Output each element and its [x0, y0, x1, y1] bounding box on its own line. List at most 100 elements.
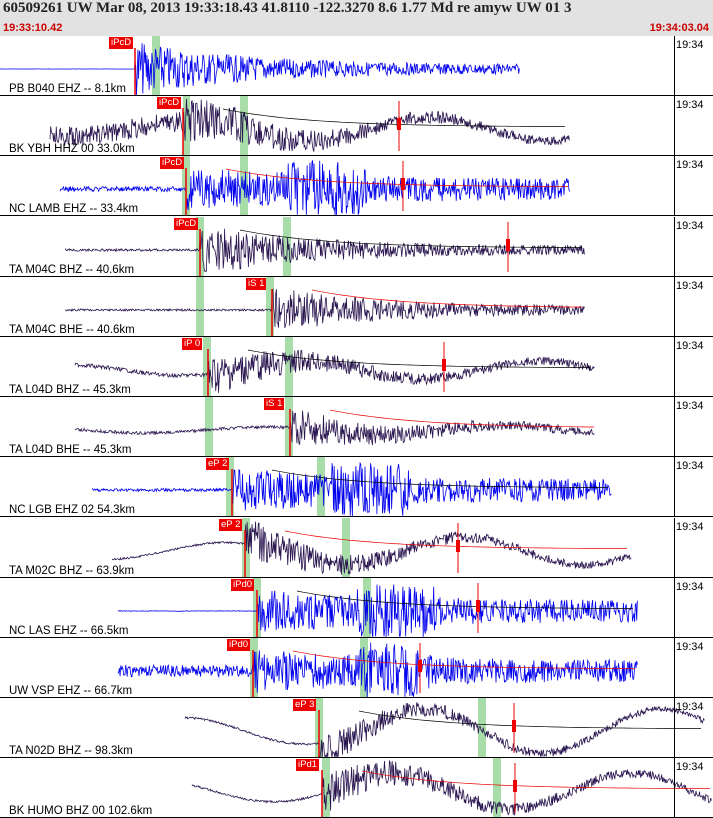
seismogram-panel: eP 2 19:34 NC LGB EHZ 02 54.3km [0, 457, 713, 518]
pick-label[interactable]: iPd0 [227, 639, 251, 651]
waveform-canvas [59, 156, 570, 216]
waveform-trace [91, 462, 612, 517]
minute-tick [674, 337, 675, 396]
coda-marker [512, 720, 516, 733]
seismogram-panels: iPcD 19:34 PB B040 EHZ -- 8.1km iPcD 19:34 BK… [0, 36, 713, 818]
waveform-canvas [0, 36, 520, 95]
station-label: BK HUMO BHZ 00 102.6km [9, 805, 153, 818]
waveform-canvas [191, 758, 712, 818]
pick-label[interactable]: iPd0 [231, 578, 255, 591]
waveform-trace [64, 228, 585, 272]
seismogram-panel: iP 0 19:34 TA L04D BHZ -- 45.3km [0, 337, 713, 397]
analysis-window [285, 397, 293, 457]
end-time: 19:34:03.04 [649, 22, 709, 34]
pick-label[interactable]: iPcD [160, 157, 185, 170]
seismogram-panel: iPcD 19:34 TA M04C BHZ -- 40.6km [0, 216, 713, 277]
waveform-trace [117, 584, 638, 637]
station-label: TA M02C BHZ -- 63.9km [9, 564, 135, 577]
station-label: TA L04D BHZ -- 45.3km [9, 384, 131, 396]
pick-label[interactable]: iP 0 [182, 338, 203, 350]
minute-tick [674, 397, 675, 457]
coda-marker [397, 118, 401, 131]
analysis-window [493, 758, 501, 818]
coda-curve [225, 169, 568, 188]
waveform-trace [117, 642, 638, 697]
pick-label[interactable]: eP 2 [219, 518, 243, 531]
minute-tick [674, 457, 675, 517]
waveform-trace [111, 521, 632, 575]
waveform-canvas [91, 457, 612, 517]
coda-curve [361, 771, 710, 790]
minute-tick [674, 577, 675, 637]
pick-label[interactable]: iPcD [109, 37, 134, 49]
seismogram-panel: iS 1 19:34 TA M04C BHE -- 40.6km [0, 276, 713, 337]
seismogram-panel: iPcD 19:34 PB B040 EHZ -- 8.1km [0, 36, 713, 96]
coda-curve [292, 650, 635, 669]
seismogram-panel: iS 1 19:34 TA L04D BHE -- 45.3km [0, 397, 713, 458]
coda-marker [418, 660, 422, 672]
coda-marker [506, 238, 510, 251]
analysis-window [205, 397, 213, 457]
coda-curve [358, 710, 701, 730]
minute-tick [674, 156, 675, 216]
minute-label: 19:34 [676, 39, 704, 51]
analysis-window [240, 96, 248, 156]
minute-label: 19:34 [676, 400, 704, 413]
seismogram-panel: iPcD 19:34 NC LAMB EHZ -- 33.4km [0, 156, 713, 217]
waveform-canvas [64, 216, 585, 276]
coda-curve [311, 289, 583, 308]
event-header: 60509261 UW Mar 08, 2013 19:33:18.43 41.… [0, 0, 713, 36]
pick-label[interactable]: iPcD [174, 217, 199, 230]
station-label: NC LAMB EHZ -- 33.4km [9, 203, 139, 216]
minute-label: 19:34 [676, 580, 704, 593]
waveform-trace [59, 160, 570, 216]
analysis-window [317, 457, 325, 517]
waveform-trace [74, 349, 595, 393]
seismogram-panel: iPd1 19:34 BK HUMO BHZ 00 102.6km [0, 758, 713, 818]
coda-curve [222, 108, 565, 128]
waveform-canvas [74, 337, 595, 396]
waveform-canvas [117, 638, 638, 697]
pick-label[interactable]: iS 1 [264, 398, 285, 411]
pick-label[interactable]: iPcD [157, 97, 182, 110]
analysis-window [285, 337, 293, 396]
pick-label[interactable]: iPd1 [296, 759, 320, 772]
minute-tick [674, 758, 675, 818]
analysis-window [342, 517, 350, 577]
analysis-window [478, 698, 486, 758]
seismogram-panel: iPd0 19:34 UW VSP EHZ -- 66.7km [0, 638, 713, 698]
minute-label: 19:34 [676, 340, 704, 352]
analysis-window [360, 638, 368, 697]
coda-marker [476, 599, 480, 612]
waveform-trace [191, 759, 712, 816]
waveform-canvas [117, 577, 638, 637]
pick-label[interactable]: eP 3 [293, 699, 317, 712]
minute-tick [674, 216, 675, 276]
station-label: NC LAS EHZ -- 66.5km [9, 624, 129, 637]
station-label: TA M04C BHZ -- 40.6km [9, 263, 135, 276]
pick-label[interactable]: eP 2 [206, 458, 230, 471]
minute-label: 19:34 [676, 520, 704, 533]
analysis-window [196, 276, 204, 336]
station-label: NC LGB EHZ 02 54.3km [9, 504, 135, 517]
event-title: 60509261 UW Mar 08, 2013 19:33:18.43 41.… [3, 0, 572, 16]
minute-label: 19:34 [676, 761, 704, 774]
minute-tick [674, 96, 675, 156]
waveform-canvas [184, 698, 705, 758]
coda-curve [296, 590, 634, 609]
coda-curve [247, 349, 590, 368]
coda-curve [239, 229, 582, 248]
station-label: UW VSP EHZ -- 66.7km [9, 685, 133, 697]
station-label: TA M04C BHE -- 40.6km [9, 323, 135, 336]
coda-curve [329, 409, 594, 428]
pick-label[interactable]: iS 1 [246, 277, 267, 290]
coda-marker [456, 539, 460, 552]
waveform-trace [74, 410, 595, 446]
waveform-trace [184, 702, 705, 758]
seismogram-panel: iPd0 19:34 NC LAS EHZ -- 66.5km [0, 577, 713, 638]
minute-tick [674, 698, 675, 758]
minute-tick [674, 638, 675, 697]
minute-label: 19:34 [676, 279, 704, 292]
coda-marker [442, 359, 446, 371]
station-label: TA L04D BHE -- 45.3km [9, 444, 132, 457]
